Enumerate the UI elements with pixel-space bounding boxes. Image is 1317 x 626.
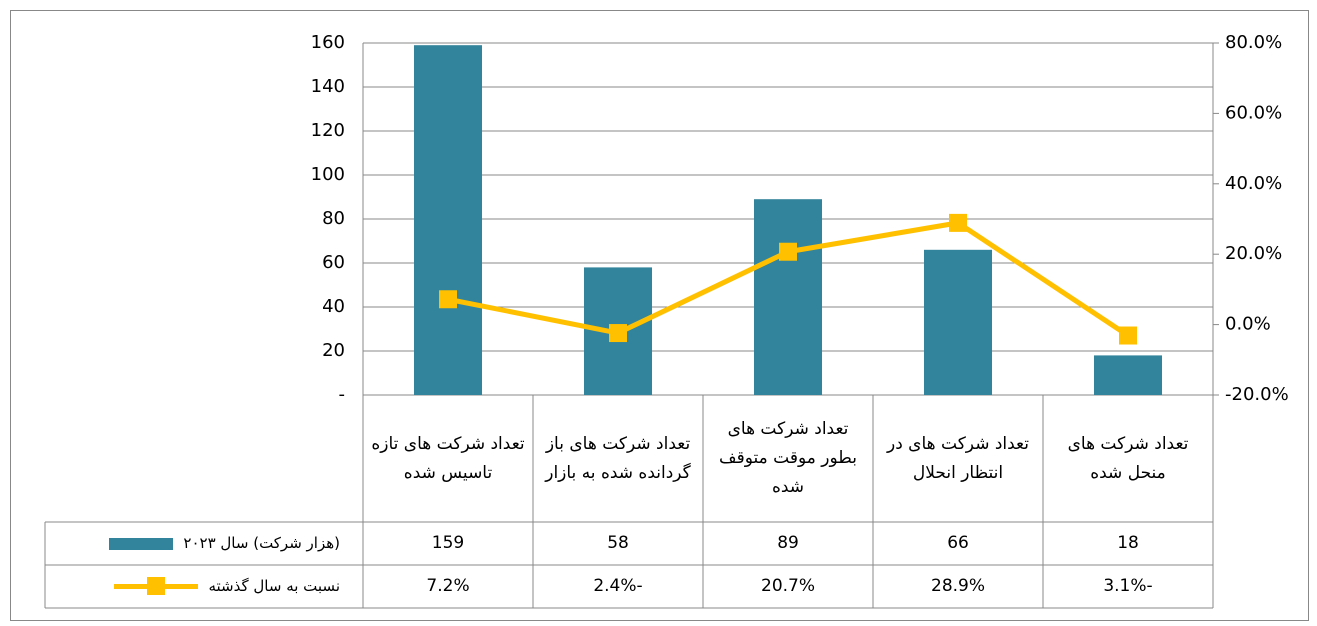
legend-marker bbox=[147, 577, 166, 595]
legend-swatch bbox=[109, 537, 174, 550]
line-marker bbox=[1119, 326, 1137, 345]
chart-frame bbox=[10, 10, 1309, 621]
table-value: 66 bbox=[947, 533, 969, 553]
y2-tick-label: -20.0% bbox=[1225, 384, 1289, 405]
legend-swatch bbox=[114, 577, 199, 595]
y2-tick-label: 40.0% bbox=[1225, 173, 1282, 194]
table-value: 18 bbox=[1117, 533, 1139, 553]
bar bbox=[1094, 355, 1162, 395]
category-label: تعداد شرکت های منحل شده bbox=[1067, 433, 1189, 483]
table-value: 159 bbox=[431, 533, 465, 553]
table-value: -2.4% bbox=[593, 576, 643, 596]
y-tick-label: 80 bbox=[322, 208, 345, 229]
table-value: 7.2% bbox=[426, 576, 470, 596]
y2-tick-label: 20.0% bbox=[1225, 243, 1282, 264]
y-tick-label: - bbox=[339, 384, 346, 405]
bar bbox=[754, 199, 822, 395]
legend-entry: نسبت به سال گذشته bbox=[46, 566, 362, 607]
y-tick-label: 120 bbox=[311, 120, 345, 141]
line-marker bbox=[949, 213, 967, 232]
table-value: 20.7% bbox=[761, 576, 816, 596]
bar bbox=[414, 45, 482, 395]
legend-label: نسبت به سال گذشته bbox=[208, 577, 340, 595]
y-tick-label: 100 bbox=[311, 164, 345, 185]
category-label: تعداد شرکت های تازه تاسیس شده bbox=[371, 433, 525, 483]
category-label: تعداد شرکت های باز گردانده شده به بازار bbox=[545, 433, 691, 483]
line-marker bbox=[439, 290, 457, 309]
line-marker bbox=[609, 324, 627, 343]
y-tick-label: 140 bbox=[311, 76, 345, 97]
y2-tick-label: 80.0% bbox=[1225, 32, 1282, 53]
bar bbox=[924, 249, 992, 395]
y-tick-label: 40 bbox=[322, 296, 345, 317]
legend-entry: (هزار شرکت) سال ۲۰۲۳ bbox=[46, 523, 362, 564]
line-marker bbox=[779, 242, 797, 261]
y2-tick-label: 60.0% bbox=[1225, 102, 1282, 123]
table-value: 28.9% bbox=[931, 576, 986, 596]
y2-tick-label: 0.0% bbox=[1225, 314, 1271, 335]
legend-label: (هزار شرکت) سال ۲۰۲۳ bbox=[183, 534, 340, 552]
y-tick-label: 20 bbox=[322, 340, 345, 361]
category-label: تعداد شرکت های در انتظار انحلال bbox=[886, 433, 1029, 483]
table-value: 58 bbox=[607, 533, 629, 553]
y-tick-label: 160 bbox=[311, 32, 345, 53]
table-value: -3.1% bbox=[1103, 576, 1153, 596]
y-tick-label: 60 bbox=[322, 252, 345, 273]
category-label: تعداد شرکت های بطور موقت متوقف شده bbox=[719, 419, 857, 497]
table-value: 89 bbox=[777, 533, 799, 553]
